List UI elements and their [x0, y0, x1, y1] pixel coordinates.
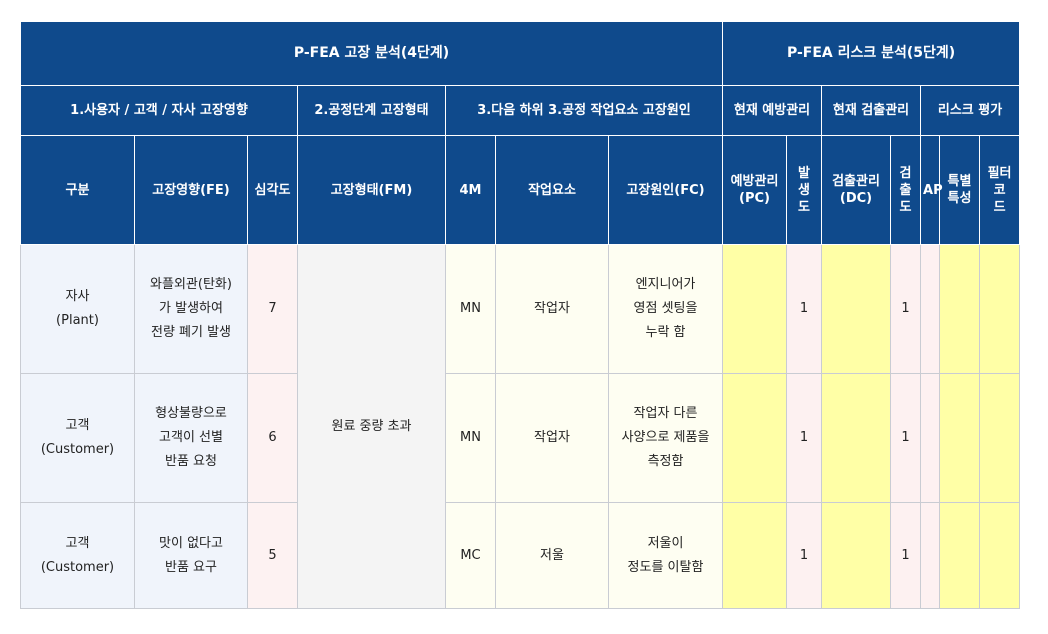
element-cell: 저울 — [495, 502, 609, 609]
col-ap: AP — [920, 135, 943, 245]
col-4m: 4M — [445, 135, 496, 245]
failure-mode-cell: 원료 중량 초과 — [297, 244, 446, 609]
col-pc: 예방관리 (PC) — [722, 135, 788, 245]
pfmea-table: P-FEA 고장 분석(4단계) P-FEA 리스크 분석(5단계) 1.사용자… — [19, 21, 1021, 609]
special-cell — [939, 373, 981, 503]
cause-cell: 작업자 다른 사양으로 제품을 측정함 — [607, 373, 724, 503]
occurrence-cell: 1 — [786, 502, 823, 609]
detection-cell: 1 — [890, 502, 922, 609]
category-cell: 자사 (Plant) — [20, 244, 135, 374]
col-occurrence: 발 생 도 — [786, 135, 823, 245]
severity-cell: 7 — [247, 244, 298, 374]
col-dc: 검출관리 (DC) — [821, 135, 892, 245]
category-cell: 고객 (Customer) — [20, 502, 135, 609]
col-category: 구분 — [20, 135, 135, 245]
ap-cell — [920, 502, 941, 609]
header-failure-cause: 3.다음 하위 3.공정 작업요소 고장원인 — [444, 85, 724, 136]
4m-cell: MC — [445, 502, 496, 609]
col-filter: 필터코 드 — [979, 135, 1021, 245]
table-row: 자사 (Plant) 와플외관(탄화) 가 발생하여 전량 폐기 발생 7 원료… — [20, 244, 1021, 609]
header-failure-effect: 1.사용자 / 고객 / 자사 고장영향 — [20, 85, 298, 136]
filter-cell — [979, 502, 1021, 609]
header-risk-analysis: P-FEA 리스크 분석(5단계) — [722, 21, 1021, 86]
element-cell: 작업자 — [495, 244, 609, 374]
header-failure-analysis: P-FEA 고장 분석(4단계) — [19, 21, 724, 86]
filter-cell — [979, 373, 1021, 503]
occurrence-cell: 1 — [786, 373, 823, 503]
col-severity: 심각도 — [247, 135, 298, 245]
col-special: 특별 특성 — [939, 135, 981, 245]
table-row: 고객 (Customer) 맛이 없다고 반품 요구 5 MC 저울 저울이 정… — [20, 502, 1021, 609]
header-risk-evaluation: 리스크 평가 — [920, 85, 1021, 136]
ap-cell — [920, 244, 941, 374]
severity-cell: 6 — [247, 373, 298, 503]
category-cell: 고객 (Customer) — [20, 373, 135, 503]
effect-cell: 와플외관(탄화) 가 발생하여 전량 폐기 발생 — [134, 244, 248, 374]
col-element: 작업요소 — [495, 135, 609, 245]
pc-cell — [722, 244, 788, 374]
dc-cell — [821, 502, 892, 609]
header-current-prevention: 현재 예방관리 — [722, 85, 823, 136]
cause-cell: 엔지니어가 영점 셋팅을 누락 함 — [607, 244, 724, 374]
header-current-detection: 현재 검출관리 — [821, 85, 922, 136]
special-cell — [939, 244, 981, 374]
element-cell: 작업자 — [495, 373, 609, 503]
cause-cell: 저울이 정도를 이탈함 — [607, 502, 724, 609]
header-row-columns: 구분 고장영향(FE) 심각도 고장형태(FM) 4M 작업요소 고장원인(FC… — [20, 135, 1021, 245]
header-row-groups: P-FEA 고장 분석(4단계) P-FEA 리스크 분석(5단계) — [19, 21, 1021, 86]
filter-cell — [979, 244, 1021, 374]
pc-cell — [722, 373, 788, 503]
col-cause: 고장원인(FC) — [607, 135, 724, 245]
ap-cell — [920, 373, 941, 503]
detection-cell: 1 — [890, 244, 922, 374]
occurrence-cell: 1 — [786, 244, 823, 374]
pc-cell — [722, 502, 788, 609]
dc-cell — [821, 244, 892, 374]
severity-cell: 5 — [247, 502, 298, 609]
effect-cell: 맛이 없다고 반품 요구 — [134, 502, 248, 609]
4m-cell: MN — [445, 373, 496, 503]
col-detection: 검 출 도 — [890, 135, 922, 245]
detection-cell: 1 — [890, 373, 922, 503]
table-row: 고객 (Customer) 형상불량으로 고객이 선별 반품 요청 6 MN 작… — [20, 373, 1021, 503]
pfmea-table-container: P-FEA 고장 분석(4단계) P-FEA 리스크 분석(5단계) 1.사용자… — [19, 21, 1021, 609]
effect-cell: 형상불량으로 고객이 선별 반품 요청 — [134, 373, 248, 503]
header-row-sections: 1.사용자 / 고객 / 자사 고장영향 2.공정단계 고장형태 3.다음 하위… — [20, 85, 1021, 136]
dc-cell — [821, 373, 892, 503]
col-mode: 고장형태(FM) — [297, 135, 446, 245]
special-cell — [939, 502, 981, 609]
col-effect: 고장영향(FE) — [134, 135, 248, 245]
4m-cell: MN — [445, 244, 496, 374]
header-failure-mode: 2.공정단계 고장형태 — [297, 85, 446, 136]
